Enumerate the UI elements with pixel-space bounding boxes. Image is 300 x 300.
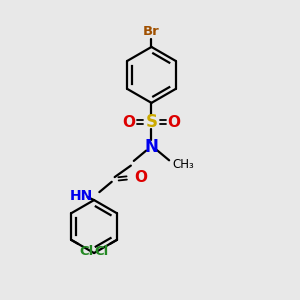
Text: Cl: Cl	[80, 245, 94, 258]
Text: Cl: Cl	[94, 245, 108, 258]
Text: Br: Br	[143, 25, 160, 38]
Text: HN: HN	[69, 189, 93, 202]
Text: N: N	[145, 138, 158, 156]
Text: O: O	[122, 115, 135, 130]
Text: O: O	[135, 170, 148, 185]
Text: CH₃: CH₃	[172, 158, 194, 171]
Text: O: O	[168, 115, 181, 130]
Text: S: S	[146, 113, 158, 131]
